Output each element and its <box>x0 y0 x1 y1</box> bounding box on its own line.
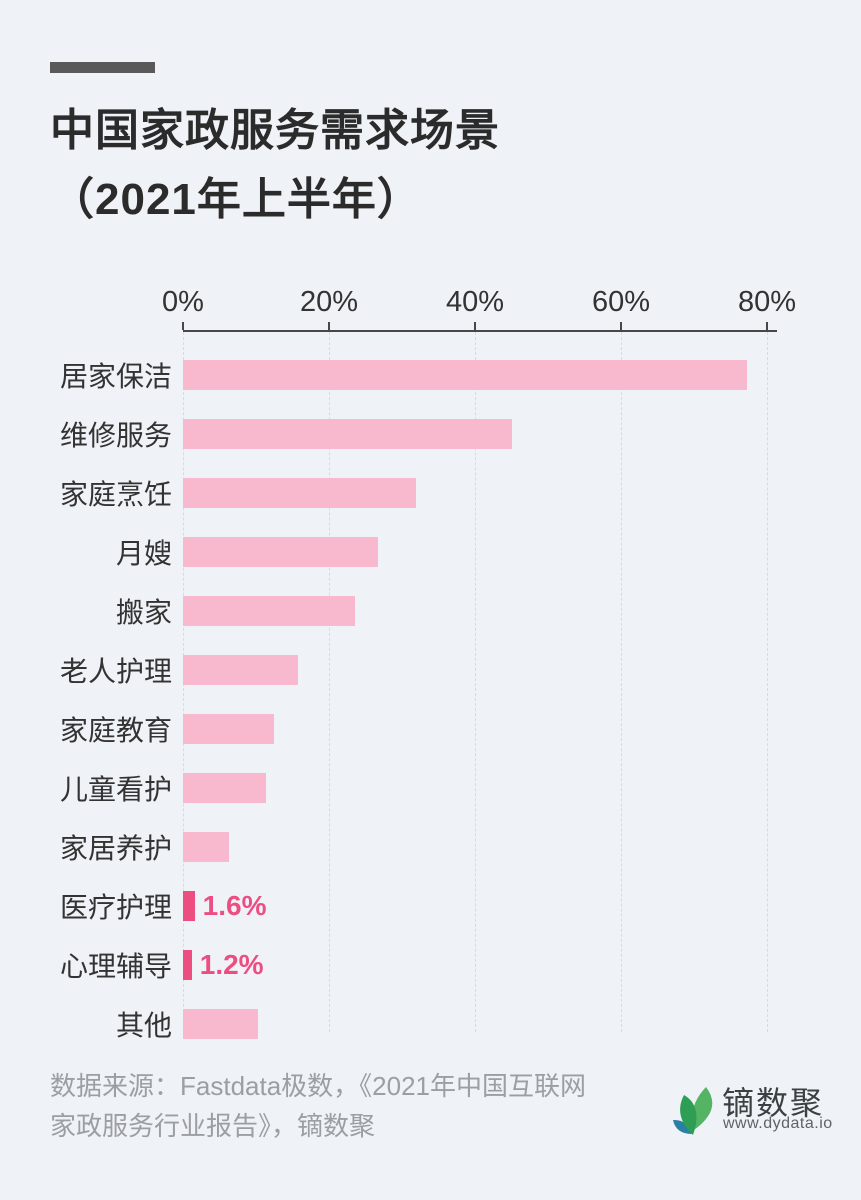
axis-tick-label: 40% <box>445 286 505 318</box>
axis-tick-label: 0% <box>162 286 204 318</box>
bar <box>183 418 512 449</box>
gridline <box>328 332 330 1032</box>
leaf-icon <box>673 1087 713 1135</box>
chart-row: 医疗护理 1.6% <box>0 876 861 935</box>
axis-tick <box>328 322 330 330</box>
chart-row: 家居养护 <box>0 817 861 876</box>
bar <box>183 713 274 744</box>
title-accent-bar <box>50 62 155 73</box>
bar <box>183 949 192 980</box>
gridline <box>474 332 476 1032</box>
category-label: 家居养护 <box>59 832 172 864</box>
chart-row: 维修服务 <box>0 404 861 463</box>
category-label: 家庭教育 <box>59 714 172 746</box>
chart-row: 老人护理 <box>0 640 861 699</box>
category-label: 维修服务 <box>59 419 172 451</box>
axis-tick <box>182 322 184 330</box>
axis-tick <box>766 322 768 330</box>
bar <box>183 536 378 567</box>
axis-tick-label: 20% <box>299 286 359 318</box>
category-label: 居家保洁 <box>59 360 172 392</box>
chart-row: 搬家 <box>0 581 861 640</box>
category-label: 月嫂 <box>115 537 172 569</box>
bar <box>183 890 195 921</box>
axis-line <box>183 330 777 332</box>
axis-tick-label: 60% <box>591 286 651 318</box>
logo-name: 镝数聚 <box>722 1085 825 1121</box>
value-label: 1.2% <box>199 948 264 980</box>
gridline <box>620 332 622 1032</box>
bar <box>183 359 747 390</box>
data-source: 数据来源：Fastdata极数，《2021年中国互联网 家政服务行业报告》，镝数… <box>50 1066 650 1146</box>
chart-row: 家庭烹饪 <box>0 463 861 522</box>
page-title: 中国家政服务需求场景 （2021年上半年） <box>50 96 770 234</box>
category-label: 儿童看护 <box>59 773 172 805</box>
page-title-line2: （2021年上半年） <box>50 175 422 224</box>
gridline <box>766 332 768 1032</box>
chart-row: 其他 <box>0 994 861 1053</box>
bar-chart: 0% 20% 40% 60% 80% 居家保洁维修服务家庭烹饪月嫂搬家老人护理家庭教育儿… <box>0 286 861 1053</box>
chart-row: 儿童看护 <box>0 758 861 817</box>
chart-row: 月嫂 <box>0 522 861 581</box>
bar <box>183 477 416 508</box>
bar <box>183 772 267 803</box>
category-label: 其他 <box>115 1009 172 1041</box>
dydata-logo: 镝数聚 www.dydata.io <box>670 1078 850 1142</box>
bar <box>183 1008 259 1039</box>
bar <box>183 654 299 685</box>
category-label: 老人护理 <box>59 655 172 687</box>
category-label: 搬家 <box>115 596 172 628</box>
logo-url: www.dydata.io <box>723 1115 833 1132</box>
axis-tick-label: 80% <box>737 286 797 318</box>
axis-tick <box>474 322 476 330</box>
chart-row: 居家保洁 <box>0 345 861 404</box>
category-label: 家庭烹饪 <box>59 478 172 510</box>
page-title-line1: 中国家政服务需求场景 <box>50 106 500 155</box>
chart-rows: 居家保洁维修服务家庭烹饪月嫂搬家老人护理家庭教育儿童看护家居养护医疗护理 1.6%… <box>0 345 861 1053</box>
category-label: 心理辅导 <box>59 950 172 982</box>
chart-row: 家庭教育 <box>0 699 861 758</box>
chart-row: 心理辅导 1.2% <box>0 935 861 994</box>
bar <box>183 595 355 626</box>
category-label: 医疗护理 <box>59 891 172 923</box>
bar <box>183 831 229 862</box>
data-source-line1: 数据来源：Fastdata极数，《2021年中国互联网 <box>50 1071 587 1101</box>
data-source-line2: 家政服务行业报告》，镝数聚 <box>50 1111 376 1141</box>
axis-tick <box>620 322 622 330</box>
value-label: 1.6% <box>202 889 267 921</box>
